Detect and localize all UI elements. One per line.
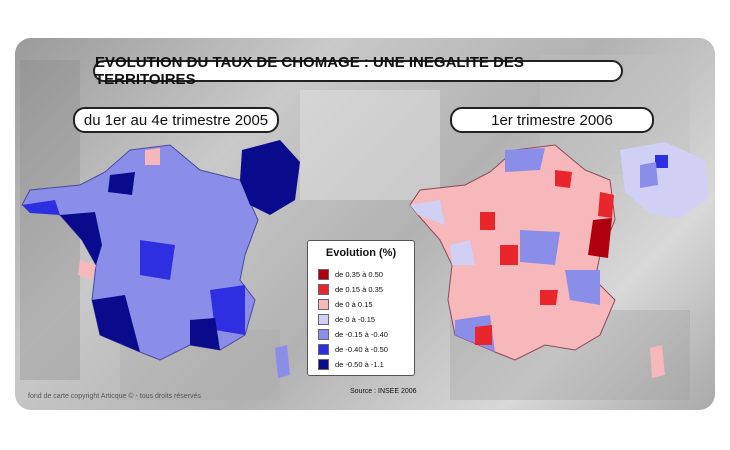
dept-red-5 [475, 325, 492, 345]
legend: Evolution (%) de 0.35 à 0.50 de 0.15 à 0… [307, 240, 415, 376]
legend-item: de 0 à 0.15 [318, 298, 373, 311]
legend-item: de -0.15 à -0.40 [318, 328, 388, 341]
legend-item: de -0.40 à -0.50 [318, 343, 388, 356]
dept-red-alsace [598, 192, 614, 218]
copyright-note: fond de carte copyright Articque © - tou… [28, 393, 201, 400]
corsica-2006 [650, 345, 665, 378]
dept-blue-west [450, 240, 475, 265]
legend-label: de -0.50 à -1.1 [335, 360, 384, 369]
dept-blue-north [505, 148, 545, 172]
dept-dark-southwest [92, 295, 140, 352]
dept-red-2 [500, 245, 518, 265]
dept-red-3 [555, 170, 572, 188]
dept-blue-brittany [410, 200, 445, 225]
dept-dark-north [108, 172, 135, 195]
dept-blue-east [565, 270, 600, 305]
dept-dark-southeast [190, 318, 220, 350]
legend-swatch [318, 344, 329, 355]
legend-swatch [318, 284, 329, 295]
paris-inner-2006 [640, 162, 658, 188]
source-note: Source : INSEE 2006 [350, 388, 417, 395]
legend-label: de -0.15 à -0.40 [335, 330, 388, 339]
legend-item: de 0.15 à 0.35 [318, 283, 383, 296]
map-france-2005 [21, 140, 300, 378]
dept-light-2 [145, 148, 160, 165]
legend-swatch [318, 269, 329, 280]
legend-item: de 0.35 à 0.50 [318, 268, 383, 281]
corsica-2005 [275, 345, 290, 378]
dept-blue-center [520, 230, 560, 265]
dept-dark-west [60, 212, 102, 265]
legend-label: de 0 à 0.15 [335, 300, 373, 309]
legend-title: Evolution (%) [325, 247, 397, 259]
subtitle-left: du 1er au 4e trimestre 2005 [73, 107, 279, 133]
legend-label: de 0.35 à 0.50 [335, 270, 383, 279]
paris-region-2006 [620, 142, 708, 218]
legend-item: de -0.50 à -1.1 [318, 358, 384, 371]
legend-item: de 0 à -0.15 [318, 313, 375, 326]
paris-region-2005 [240, 140, 300, 215]
legend-swatch [318, 359, 329, 370]
legend-label: de 0.15 à 0.35 [335, 285, 383, 294]
subtitle-right: 1er trimestre 2006 [450, 107, 654, 133]
dept-red-1 [480, 212, 495, 230]
dept-darkred-alsace [588, 218, 612, 258]
legend-swatch [318, 329, 329, 340]
dept-dark-center [140, 240, 175, 280]
dept-dark-east [210, 285, 245, 335]
legend-swatch [318, 299, 329, 310]
dept-red-4 [540, 290, 558, 305]
map-france-2006 [409, 142, 708, 378]
paris-center-2006 [655, 155, 668, 168]
dept-dark-brittany [22, 200, 60, 215]
legend-label: de -0.40 à -0.50 [335, 345, 388, 354]
legend-label: de 0 à -0.15 [335, 315, 376, 324]
legend-swatch [318, 314, 329, 325]
dept-light-1 [78, 260, 96, 280]
